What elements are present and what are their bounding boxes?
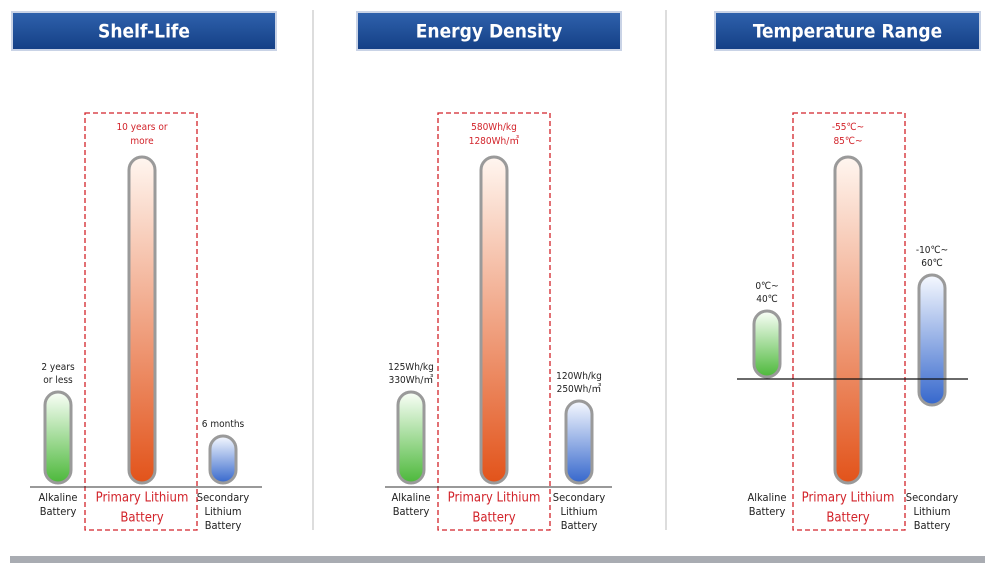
battery-label: Alkaline bbox=[39, 491, 78, 504]
tube bbox=[396, 390, 426, 485]
battery-label: Battery bbox=[914, 519, 951, 532]
value-text: -10℃~ bbox=[916, 245, 948, 256]
value-text: 2 years bbox=[41, 362, 75, 373]
value-text: 1280Wh/㎥ bbox=[469, 134, 520, 147]
tube bbox=[127, 155, 157, 485]
value-text: 60℃ bbox=[921, 258, 943, 269]
value-text: 580Wh/kg bbox=[471, 122, 517, 133]
highlight-box bbox=[792, 112, 906, 531]
highlight-box bbox=[437, 112, 551, 531]
battery-label: Lithium bbox=[913, 505, 950, 518]
value-text: 85℃~ bbox=[833, 136, 862, 147]
value-text: 120Wh/kg bbox=[556, 371, 602, 382]
panel-header bbox=[356, 11, 622, 51]
panel-header bbox=[714, 11, 981, 51]
battery-label: Lithium bbox=[204, 505, 241, 518]
battery-label: Primary Lithium bbox=[448, 491, 541, 506]
battery-label: Alkaline bbox=[392, 491, 431, 504]
tube bbox=[917, 273, 947, 407]
tube bbox=[43, 390, 73, 485]
battery-label: Battery bbox=[393, 505, 430, 518]
tube bbox=[564, 399, 594, 485]
battery-label: Alkaline bbox=[748, 491, 787, 504]
tube bbox=[208, 434, 238, 485]
battery-label: Battery bbox=[205, 519, 242, 532]
battery-label: Battery bbox=[40, 505, 77, 518]
battery-label: Battery bbox=[472, 511, 515, 526]
value-text: 250Wh/㎥ bbox=[557, 382, 602, 395]
panel-title: Shelf-Life bbox=[98, 21, 190, 43]
tube bbox=[833, 155, 863, 485]
highlight-box bbox=[84, 112, 198, 531]
tube bbox=[752, 309, 782, 379]
battery-label: Secondary bbox=[906, 491, 959, 504]
battery-label: Battery bbox=[120, 511, 163, 526]
battery-label: Battery bbox=[749, 505, 786, 518]
footer-bar bbox=[10, 556, 985, 563]
value-text: or less bbox=[43, 375, 73, 386]
value-text: 10 years or bbox=[116, 122, 167, 133]
battery-label: Lithium bbox=[560, 505, 597, 518]
value-text: 0℃~ bbox=[755, 281, 778, 292]
battery-label: Secondary bbox=[553, 491, 606, 504]
value-text: 40℃ bbox=[756, 294, 778, 305]
panel-title: Energy Density bbox=[416, 21, 563, 43]
value-text: -55℃~ bbox=[832, 122, 864, 133]
panel-header bbox=[11, 11, 277, 51]
battery-label: Battery bbox=[561, 519, 598, 532]
tube bbox=[479, 155, 509, 485]
battery-label: Primary Lithium bbox=[96, 491, 189, 506]
battery-label: Primary Lithium bbox=[802, 491, 895, 506]
battery-label: Battery bbox=[826, 511, 869, 526]
battery-label: Secondary bbox=[197, 491, 250, 504]
value-text: more bbox=[130, 136, 154, 147]
value-text: 125Wh/kg bbox=[388, 362, 434, 373]
value-text: 330Wh/㎥ bbox=[389, 373, 434, 386]
value-text: 6 months bbox=[202, 419, 245, 430]
panel-title: Temperature Range bbox=[753, 21, 942, 43]
